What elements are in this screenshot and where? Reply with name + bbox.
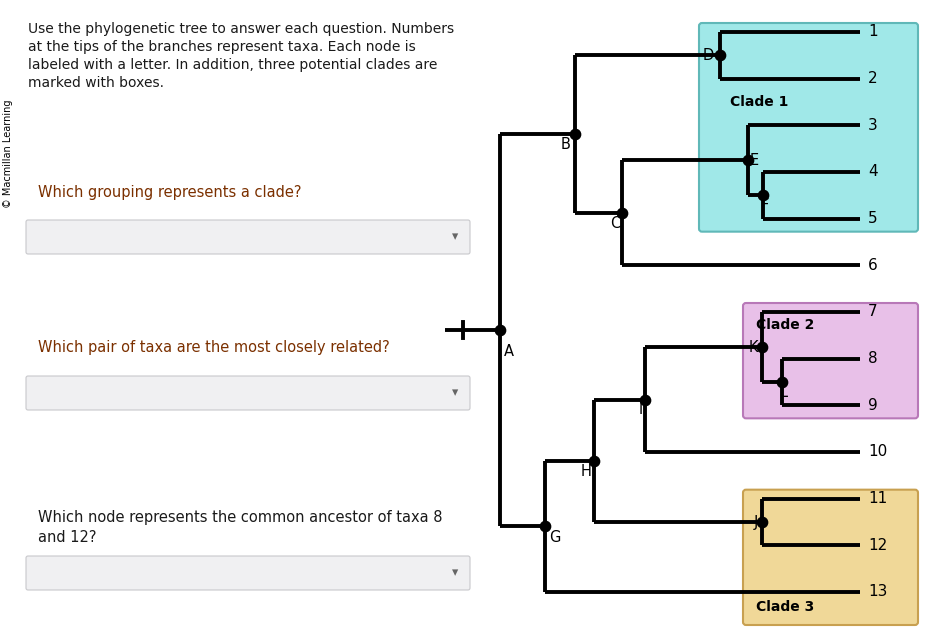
Point — [538, 521, 553, 531]
Point — [774, 377, 789, 387]
Text: J: J — [754, 514, 758, 530]
Text: 1: 1 — [868, 25, 878, 39]
Text: I: I — [638, 403, 643, 417]
Text: 11: 11 — [868, 491, 887, 506]
Text: G: G — [549, 530, 560, 545]
Point — [741, 155, 756, 165]
Text: B: B — [561, 137, 571, 152]
Text: 3: 3 — [868, 118, 878, 133]
Text: D: D — [703, 48, 714, 63]
Point — [755, 517, 770, 527]
Text: ▾: ▾ — [452, 566, 458, 580]
Text: 12: 12 — [868, 538, 887, 553]
Point — [568, 129, 582, 139]
Text: Which node represents the common ancestor of taxa 8: Which node represents the common ancesto… — [38, 510, 443, 525]
Point — [586, 456, 601, 466]
Text: 4: 4 — [868, 164, 878, 180]
FancyBboxPatch shape — [743, 303, 918, 418]
FancyBboxPatch shape — [26, 376, 470, 410]
Text: at the tips of the branches represent taxa. Each node is: at the tips of the branches represent ta… — [28, 40, 416, 54]
Text: 6: 6 — [868, 258, 878, 273]
Text: F: F — [761, 198, 769, 213]
Text: Which grouping represents a clade?: Which grouping represents a clade? — [38, 185, 301, 200]
Text: E: E — [750, 153, 760, 168]
FancyBboxPatch shape — [26, 220, 470, 254]
FancyBboxPatch shape — [699, 23, 918, 232]
Text: 8: 8 — [868, 351, 878, 366]
Text: 2: 2 — [868, 71, 878, 86]
Text: H: H — [582, 464, 592, 479]
Text: labeled with a letter. In addition, three potential clades are: labeled with a letter. In addition, thre… — [28, 58, 437, 72]
Text: ▾: ▾ — [452, 231, 458, 243]
Text: C: C — [610, 216, 620, 231]
Text: 9: 9 — [868, 398, 878, 413]
Text: 5: 5 — [868, 211, 878, 226]
Point — [492, 325, 507, 335]
Text: K: K — [748, 340, 758, 354]
FancyBboxPatch shape — [26, 556, 470, 590]
Text: 10: 10 — [868, 444, 887, 460]
Text: © Macmillan Learning: © Macmillan Learning — [3, 100, 13, 208]
Text: Clade 1: Clade 1 — [730, 95, 788, 109]
Text: Clade 3: Clade 3 — [756, 600, 815, 614]
Text: L: L — [780, 385, 788, 400]
Point — [637, 394, 652, 404]
Text: A: A — [504, 344, 514, 359]
Point — [713, 50, 728, 60]
Text: Clade 2: Clade 2 — [756, 318, 815, 332]
Text: marked with boxes.: marked with boxes. — [28, 76, 164, 90]
Text: ▾: ▾ — [452, 387, 458, 399]
Text: 7: 7 — [868, 305, 878, 319]
Text: and 12?: and 12? — [38, 530, 97, 545]
FancyBboxPatch shape — [743, 490, 918, 625]
Point — [614, 208, 629, 218]
Text: 13: 13 — [868, 584, 887, 599]
Text: Use the phylogenetic tree to answer each question. Numbers: Use the phylogenetic tree to answer each… — [28, 22, 454, 36]
Point — [756, 190, 771, 201]
Point — [755, 342, 770, 352]
Text: Which pair of taxa are the most closely related?: Which pair of taxa are the most closely … — [38, 340, 390, 355]
